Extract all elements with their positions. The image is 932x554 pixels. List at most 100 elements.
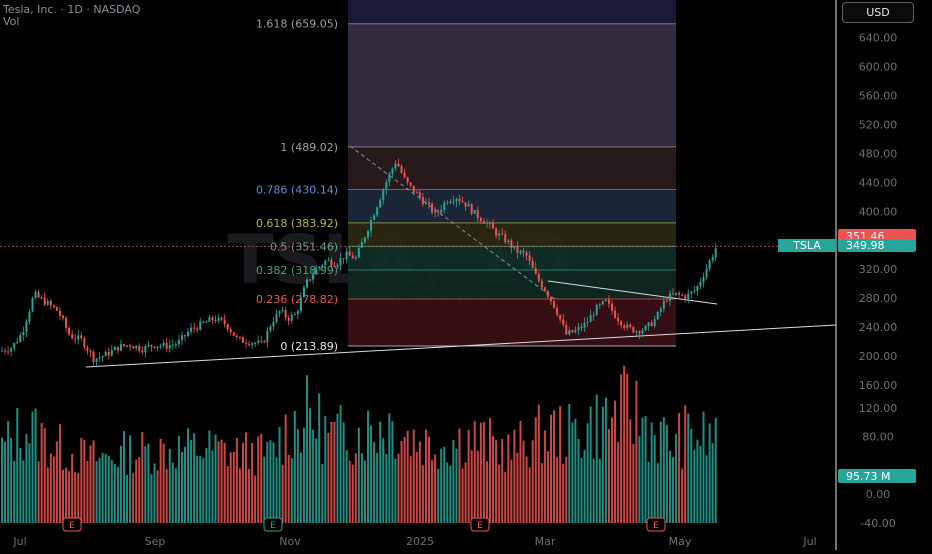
time-axis-tick: Nov [279,535,301,548]
candle-body [635,331,638,333]
price-axis-tick: 560.00 [859,89,898,102]
volume-bar [449,465,452,523]
ticker-price-text: 349.98 [846,239,885,252]
candle-body [159,345,162,347]
volume-bar [394,458,397,523]
volume-bar [409,456,412,523]
candle-body [10,348,13,352]
candle-body [626,324,629,328]
volume-bar [379,421,382,523]
volume-bar [217,441,220,523]
fib-retracement[interactable]: 1.618 (659.05) 1 (489.02) 0.786 (430.14) 0.… [256,0,676,353]
volume-bar [699,445,702,523]
volume-bar [147,443,150,523]
time-axis-tick: May [669,535,692,548]
candle-body [482,221,485,224]
volume-axis: 120.00 80.00 0.00 -40.00 [859,402,898,530]
time-axis[interactable]: Jul Sep Nov 2025 Mar May Jul [12,535,816,548]
currency-button[interactable]: USD [842,2,914,23]
resistance-trendline[interactable] [547,280,718,305]
volume-bar [241,442,244,523]
candle-body [449,201,452,203]
candle-body [714,248,717,258]
volume-bar [4,441,7,523]
price-axis-tick: 320.00 [859,263,898,276]
candle-body [702,277,705,282]
price-axis-tick: 240.00 [859,321,898,334]
volume-bar [684,405,687,523]
candle-body [553,301,556,308]
candle-body [528,255,531,261]
volume-bar [559,406,562,523]
earnings-marker-box [646,517,666,532]
volume-bar [360,453,363,523]
volume-bar [211,450,214,523]
volume-bar [473,421,476,523]
volume-bar [513,429,516,523]
candle-body [409,182,412,186]
candle-body [428,202,430,204]
candle-body [440,209,443,213]
volume-bar [434,454,437,523]
candle-body [251,343,254,345]
candle-body [351,255,354,259]
support-trendline[interactable] [85,324,837,368]
volume-bar [406,430,409,523]
volume-bar [287,454,290,523]
candle-body [672,293,674,295]
candle-body [19,334,22,342]
candle-body [516,246,519,253]
volume-bar [586,423,589,523]
candle-body [357,247,360,258]
volume-bar [678,413,681,523]
volume-bar [68,471,71,523]
candle-body [135,345,138,349]
candle-body [165,342,168,349]
candle-body [595,304,598,316]
candle-body [184,335,186,337]
fib-level-label: 0.618 (383.92) [256,217,338,230]
candle-body [489,222,491,224]
candle-body [296,311,299,314]
volume-bar [562,463,565,523]
volume-bar [7,421,10,523]
volume-bar [443,446,446,523]
volume-bar [345,450,348,523]
candle-body [327,260,330,262]
fib-level-label: 0.382 (318.99) [256,264,338,277]
price-axis[interactable]: 640.00 600.00 560.00 520.00 480.00 440.00 400.… [859,32,898,393]
volume-bar [269,440,272,523]
earnings-marker[interactable]: E [62,517,82,532]
volume-bar [598,458,601,523]
volume-bar [485,461,488,523]
earnings-marker[interactable]: E [263,517,283,532]
volume-bar [357,427,360,523]
candle-body [388,173,391,182]
volume-bar [403,437,406,523]
candle-body [540,280,543,288]
volume-bar [348,460,351,523]
candle-body [241,337,244,343]
candle-body [223,319,226,325]
volume-bar [202,458,205,523]
earnings-marker[interactable]: E [646,517,666,532]
candle-body [180,335,183,341]
candle-body [281,310,284,312]
candle-body [299,297,302,312]
candle-body [421,197,424,205]
candle-body [83,338,86,348]
volume-bar [330,421,333,523]
volume-bar [10,437,13,523]
earnings-marker[interactable]: E [470,517,490,532]
volume-bar [534,417,537,523]
ticker-tag[interactable]: TSLA 349.98 [778,239,916,252]
candle-body [80,335,83,339]
volume-bar [431,460,434,523]
volume-bar [232,451,235,523]
candle-body [144,345,147,353]
volume-bar [119,445,122,523]
volume-bar [65,467,68,523]
volume-axis-tick: 0.00 [866,488,891,501]
volume-bar [251,442,254,523]
